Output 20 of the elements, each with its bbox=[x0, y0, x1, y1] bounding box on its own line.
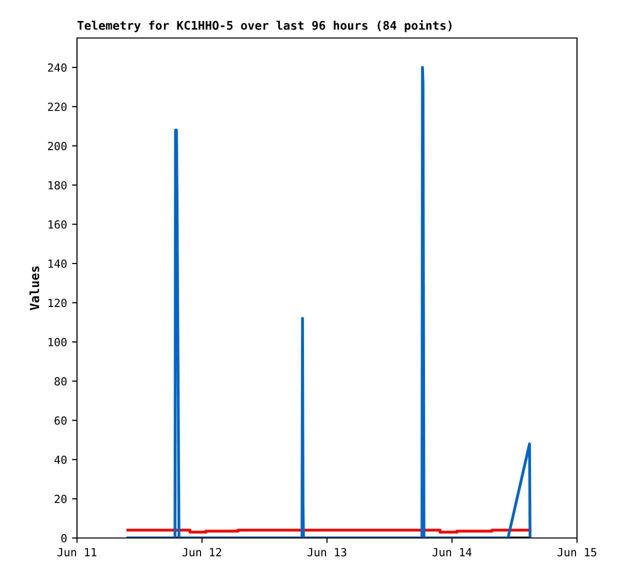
x-tick-label: Jun 11 bbox=[58, 548, 96, 556]
x-tick-label: Jun 14 bbox=[432, 548, 472, 556]
y-tick-label: 200 bbox=[48, 142, 67, 150]
y-tick-label: 180 bbox=[48, 181, 67, 190]
x-tick-label: Jun 13 bbox=[308, 548, 346, 556]
y-tick-label: 80 bbox=[54, 377, 67, 386]
y-tick-label: 140 bbox=[48, 259, 67, 268]
x-tick-label: Jun 15 bbox=[558, 548, 596, 556]
y-tick-label: 120 bbox=[48, 298, 67, 308]
y-axis-title: Values bbox=[30, 266, 40, 310]
y-tick-label: 220 bbox=[48, 102, 67, 112]
x-tick-label: Jun 12 bbox=[182, 548, 222, 556]
y-tick-label: 40 bbox=[54, 456, 67, 464]
y-tick-label: 240 bbox=[48, 63, 67, 72]
y-tick-label: 0 bbox=[61, 534, 67, 542]
y-tick-label: 100 bbox=[48, 338, 67, 346]
chart-title: Telemetry for KC1HHO-5 over last 96 hours (84 points) bbox=[78, 20, 452, 32]
y-tick-label: 20 bbox=[54, 494, 67, 504]
y-tick-label: 160 bbox=[48, 220, 67, 229]
y-tick-label: 60 bbox=[54, 416, 67, 425]
